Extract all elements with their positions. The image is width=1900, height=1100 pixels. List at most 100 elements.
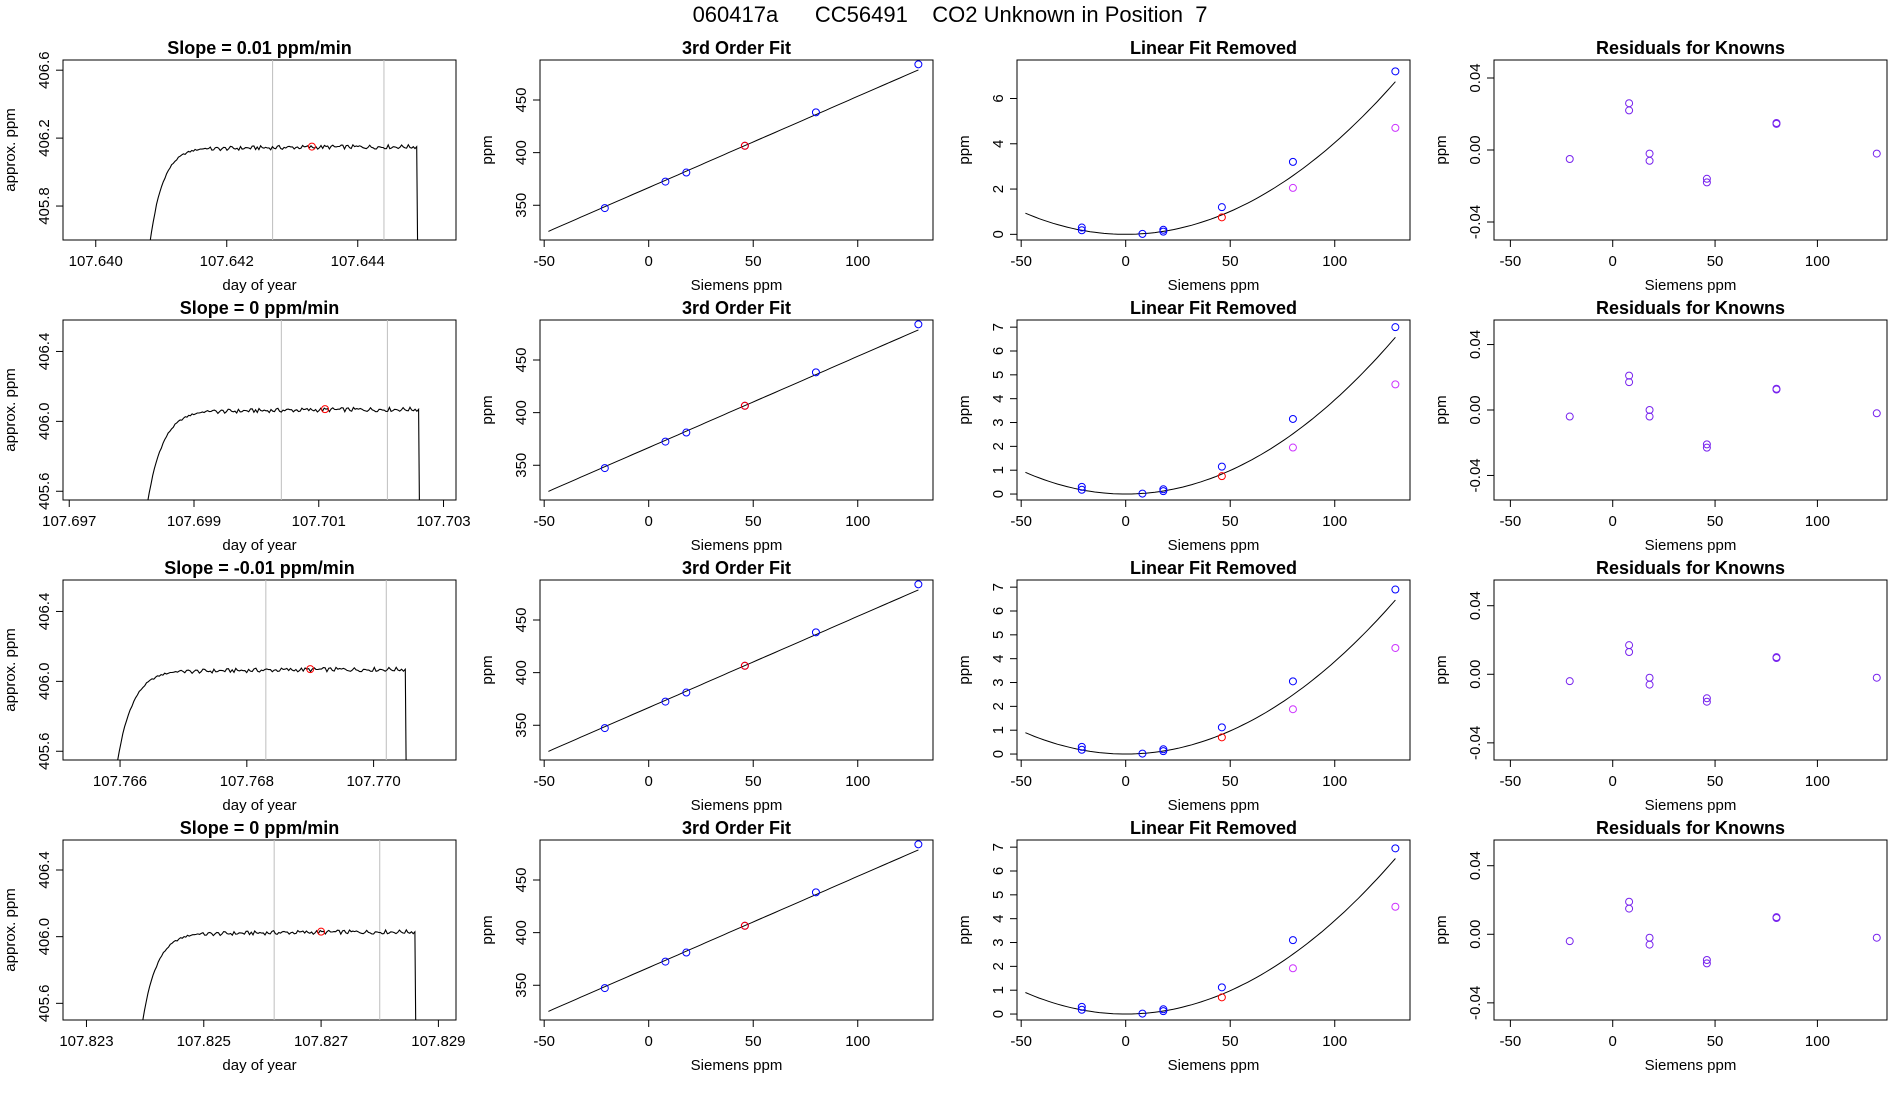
x-tick-label: 107.823 (59, 1033, 113, 1050)
y-tick-label: 1 (990, 726, 1007, 734)
chart-title: Slope = -0.01 ppm/min (164, 558, 355, 578)
residual-point (1625, 106, 1634, 115)
blue-point (661, 957, 670, 966)
blue-point (682, 168, 691, 177)
data-trace (149, 143, 419, 240)
chart-title: Linear Fit Removed (1130, 558, 1297, 578)
plot-frame (1016, 839, 1411, 1021)
fit-curve (1025, 81, 1396, 235)
y-axis-label: ppm (956, 395, 973, 424)
residual-point (1872, 409, 1881, 418)
chart-title: 3rd Order Fit (682, 558, 791, 578)
blue-point (1391, 585, 1400, 594)
x-tick-label: 100 (1322, 1033, 1347, 1050)
blue-point (1077, 745, 1086, 754)
y-tick-label: 2 (990, 962, 1007, 970)
residual-point (1565, 155, 1574, 163)
y-tick-label: 350 (513, 973, 530, 998)
chart-panel: Residuals for Knowns Siemens ppm ppm -50 0 50… (1433, 818, 1888, 1074)
residual-point (1625, 648, 1634, 656)
blue-point (600, 204, 609, 213)
x-tick-label: 100 (845, 513, 870, 530)
residual-point (1772, 385, 1781, 394)
x-tick-label: 100 (1805, 513, 1830, 530)
residual-point (1645, 933, 1654, 942)
x-tick-label: -50 (1010, 1033, 1032, 1050)
x-tick-label: 0 (645, 1033, 653, 1050)
x-tick-label: -50 (533, 773, 555, 790)
blue-point (1077, 482, 1086, 491)
x-tick-label: 100 (845, 253, 870, 270)
y-tick-label: 2 (990, 702, 1007, 710)
x-tick-label: 107.825 (177, 1033, 231, 1050)
blue-point (914, 580, 923, 589)
plot-frame (539, 579, 934, 761)
y-tick-label: 0 (990, 750, 1007, 758)
x-tick-label: -50 (533, 513, 555, 530)
x-tick-label: 107.829 (411, 1033, 465, 1050)
residual-point (1645, 673, 1654, 682)
y-tick-label: 4 (990, 140, 1007, 148)
y-tick-label: 3 (990, 678, 1007, 686)
x-tick-label: 0 (1122, 253, 1130, 270)
chart-panel: Residuals for Knowns Siemens ppm ppm -50 0 50… (1433, 558, 1888, 814)
blue-point (682, 688, 691, 697)
residual-point (1645, 156, 1654, 165)
y-tick-label: 406.4 (36, 593, 53, 631)
residual-point (1625, 904, 1634, 913)
x-tick-label: 0 (1609, 513, 1617, 530)
blue-point (600, 984, 609, 993)
residual-point (1702, 440, 1711, 449)
y-tick-label: 400 (513, 920, 530, 945)
blue-point (1077, 1005, 1086, 1014)
blue-point (1288, 157, 1297, 166)
residual-point (1702, 174, 1711, 183)
residual-point (1645, 406, 1654, 414)
x-tick-label: 107.701 (292, 513, 346, 530)
magenta-point (1288, 964, 1297, 973)
y-tick-label: 5 (990, 891, 1007, 899)
residual-point (1625, 371, 1634, 380)
residual-point (1702, 178, 1711, 187)
y-axis-label: approx. ppm (2, 108, 19, 191)
residual-point (1702, 956, 1711, 964)
y-tick-label: 450 (513, 87, 530, 112)
red-point (1217, 472, 1226, 481)
y-tick-label: 405.8 (36, 187, 53, 225)
data-trace (117, 666, 407, 760)
x-axis-label: day of year (222, 1057, 296, 1074)
y-tick-label: 3 (990, 938, 1007, 946)
chart-title: Residuals for Knowns (1596, 298, 1785, 318)
x-axis-label: Siemens ppm (691, 277, 783, 294)
blue-point (1217, 462, 1226, 471)
y-axis-label: approx. ppm (2, 888, 19, 971)
y-tick-label: 1 (990, 466, 1007, 474)
y-tick-label: -0.04 (1467, 458, 1484, 492)
x-axis-label: Siemens ppm (1645, 537, 1737, 554)
blue-point (1077, 485, 1086, 494)
y-tick-label: 0 (990, 230, 1007, 238)
blue-point (1391, 67, 1400, 76)
blue-point (914, 320, 923, 329)
y-tick-label: 406.0 (36, 663, 53, 701)
plot-area (147, 320, 420, 500)
y-axis-label: ppm (1433, 135, 1450, 164)
x-tick-label: 50 (1222, 253, 1239, 270)
residual-point (1872, 933, 1881, 942)
chart-panel: Residuals for Knowns Siemens ppm ppm -50 0 50… (1433, 38, 1888, 294)
fit-curve (548, 329, 919, 492)
chart-panel: 3rd Order Fit Siemens ppm ppm -50 0 50 100 350 4… (479, 298, 934, 554)
red-point (740, 661, 749, 670)
chart-title: Residuals for Knowns (1596, 818, 1785, 838)
plot-frame (1493, 579, 1888, 761)
x-tick-label: 107.640 (69, 253, 123, 270)
blue-point (1077, 742, 1086, 751)
chart-panel: 3rd Order Fit Siemens ppm ppm -50 0 50 100 350 4… (479, 38, 934, 294)
plot-area (142, 840, 417, 1020)
x-axis-label: Siemens ppm (1168, 797, 1260, 814)
x-tick-label: 107.697 (42, 513, 96, 530)
y-tick-label: 0.00 (1467, 920, 1484, 949)
plot-frame (539, 319, 934, 501)
y-tick-label: 7 (990, 323, 1007, 331)
